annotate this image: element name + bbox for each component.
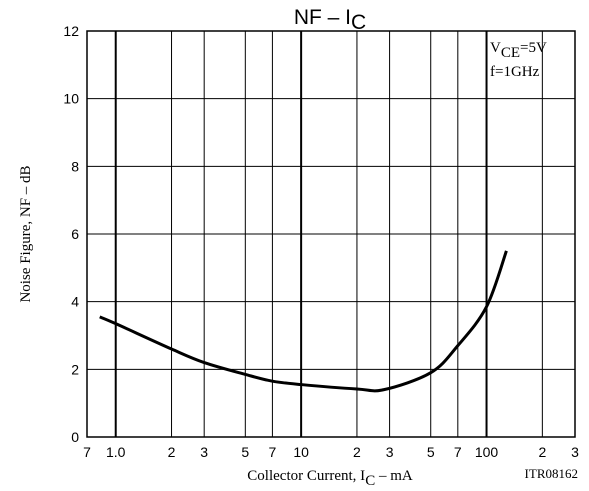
x-tick-label: 2: [538, 444, 546, 460]
x-tick-label: 10: [293, 444, 309, 460]
y-tick-label: 6: [71, 226, 79, 242]
title-sub: C: [351, 11, 366, 34]
y-tick-label: 12: [63, 23, 79, 39]
x-label-main: Collector Current, I: [247, 468, 365, 484]
y-tick-label: 4: [71, 294, 79, 310]
figure-code: ITR08162: [525, 466, 578, 481]
frequency-label: f=1GHz: [490, 64, 540, 80]
noise-curve: [99, 250, 508, 393]
x-tick-label: 3: [200, 444, 208, 460]
x-tick-label: 2: [168, 444, 176, 460]
x-tick-label: 2: [353, 444, 361, 460]
x-axis-label: Collector Current, IC – mA: [247, 468, 413, 489]
chart-title: NF – IC: [294, 6, 366, 34]
x-tick-label: 5: [241, 444, 249, 460]
x-tick-label: 7: [454, 444, 462, 460]
x-label-sub: C: [365, 473, 375, 489]
y-axis-label: Noise Figure, NF – dB: [18, 165, 34, 302]
plot-frame: [86, 30, 576, 438]
x-label-unit: – mA: [375, 468, 413, 484]
x-tick-label: 3: [386, 444, 394, 460]
x-tick-label: 7: [83, 444, 91, 460]
condition-main: V: [490, 40, 501, 56]
x-tick-label: 100: [475, 444, 499, 460]
y-tick-label: 8: [71, 158, 79, 174]
title-main: NF – I: [294, 6, 351, 29]
y-tick-label: 0: [71, 429, 79, 445]
x-tick-label: 5: [427, 444, 435, 460]
y-tick-label: 2: [71, 361, 79, 377]
condition-value: =5V: [520, 40, 547, 56]
condition-sub: CE: [501, 45, 520, 61]
x-tick-label: 1.0: [106, 444, 126, 460]
x-tick-label: 3: [571, 444, 579, 460]
x-tick-label: 7: [269, 444, 277, 460]
y-tick-label: 10: [63, 91, 79, 107]
condition-label: VCE=5V: [490, 40, 547, 61]
